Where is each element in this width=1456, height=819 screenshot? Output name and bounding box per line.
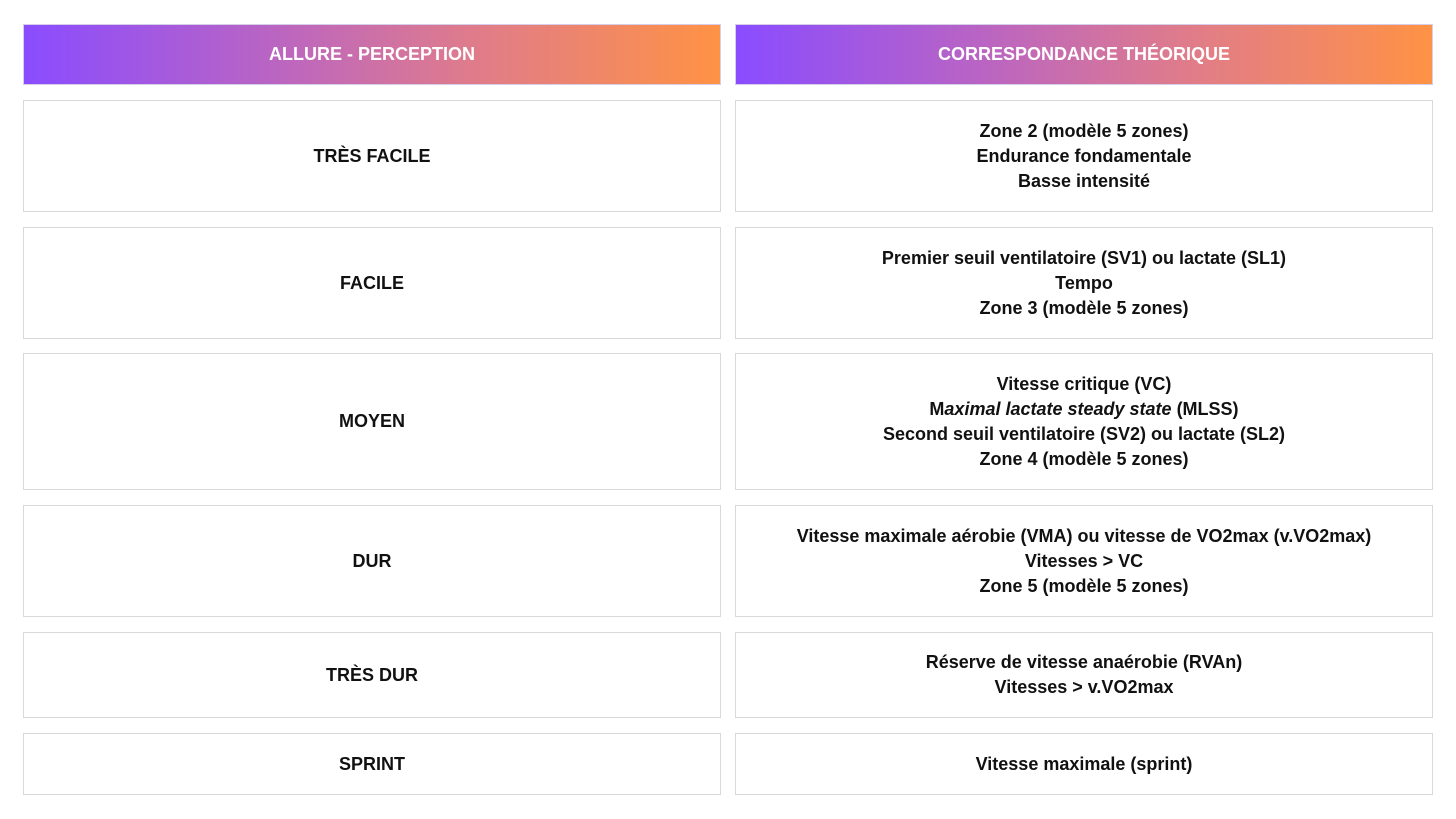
theory-line: Basse intensité xyxy=(1017,170,1151,191)
theory-line: Zone 3 (modèle 5 zones) xyxy=(979,297,1189,318)
theory-line: Réserve de vitesse anaérobie (RVAn) xyxy=(925,652,1243,672)
theory-line: Second seuil ventilatoire (SV2) ou lacta… xyxy=(882,423,1286,444)
perception-cell: TRÈS FACILE xyxy=(23,100,721,212)
theory-cell: Vitesse maximale (sprint) xyxy=(735,733,1433,795)
theory-line: Vitesses > VC xyxy=(1024,550,1144,571)
theory-cell: Vitesse maximale aérobie (VMA) ou vitess… xyxy=(735,505,1433,617)
theory-line: Vitesses > v.VO2max xyxy=(994,677,1174,697)
theory-cell: Premier seuil ventilatoire (SV1) ou lact… xyxy=(735,227,1433,339)
perception-label: TRÈS DUR xyxy=(325,664,418,685)
perception-label: SPRINT xyxy=(338,753,405,774)
theory-line: Zone 2 (modèle 5 zones) xyxy=(979,120,1189,141)
perception-label: TRÈS FACILE xyxy=(313,145,431,166)
theory-cell: Vitesse critique (VC) Maximal lactate st… xyxy=(735,353,1433,490)
theory-cell: Réserve de vitesse anaérobie (RVAn) Vite… xyxy=(735,632,1433,718)
theory-line: Zone 4 (modèle 5 zones) xyxy=(979,448,1189,469)
perception-header: ALLURE - PERCEPTION xyxy=(23,24,721,85)
mlss-suffix: (MLSS) xyxy=(1171,398,1239,419)
theory-line: Vitesse maximale aérobie (VMA) ou vitess… xyxy=(796,525,1372,546)
perception-label: DUR xyxy=(352,550,392,571)
mlss-prefix: M xyxy=(929,398,945,419)
theory-line: Vitesse critique (VC) xyxy=(996,373,1172,394)
mlss-line: Maximal lactate steady state (MLSS) xyxy=(929,397,1238,422)
perception-cell: SPRINT xyxy=(23,733,721,795)
theory-line: Tempo xyxy=(1055,272,1113,293)
perception-label: MOYEN xyxy=(338,411,405,431)
theory-header: CORRESPONDANCE THÉORIQUE xyxy=(735,24,1433,85)
theory-cell: Zone 2 (modèle 5 zones) Endurance fondam… xyxy=(735,100,1433,212)
theory-line: Zone 5 (modèle 5 zones) xyxy=(979,575,1189,596)
perception-cell: DUR xyxy=(23,505,721,617)
perception-cell: TRÈS DUR xyxy=(23,632,721,718)
mlss-italic-term: aximal lactate steady state xyxy=(944,398,1172,419)
theory-line: Vitesse maximale (sprint) xyxy=(975,753,1193,774)
perception-cell: MOYEN xyxy=(23,353,721,490)
perception-cell: FACILE xyxy=(23,227,721,339)
perception-label: FACILE xyxy=(339,272,404,293)
theory-line: Endurance fondamentale xyxy=(976,145,1192,166)
theory-line: Premier seuil ventilatoire (SV1) ou lact… xyxy=(881,247,1287,268)
